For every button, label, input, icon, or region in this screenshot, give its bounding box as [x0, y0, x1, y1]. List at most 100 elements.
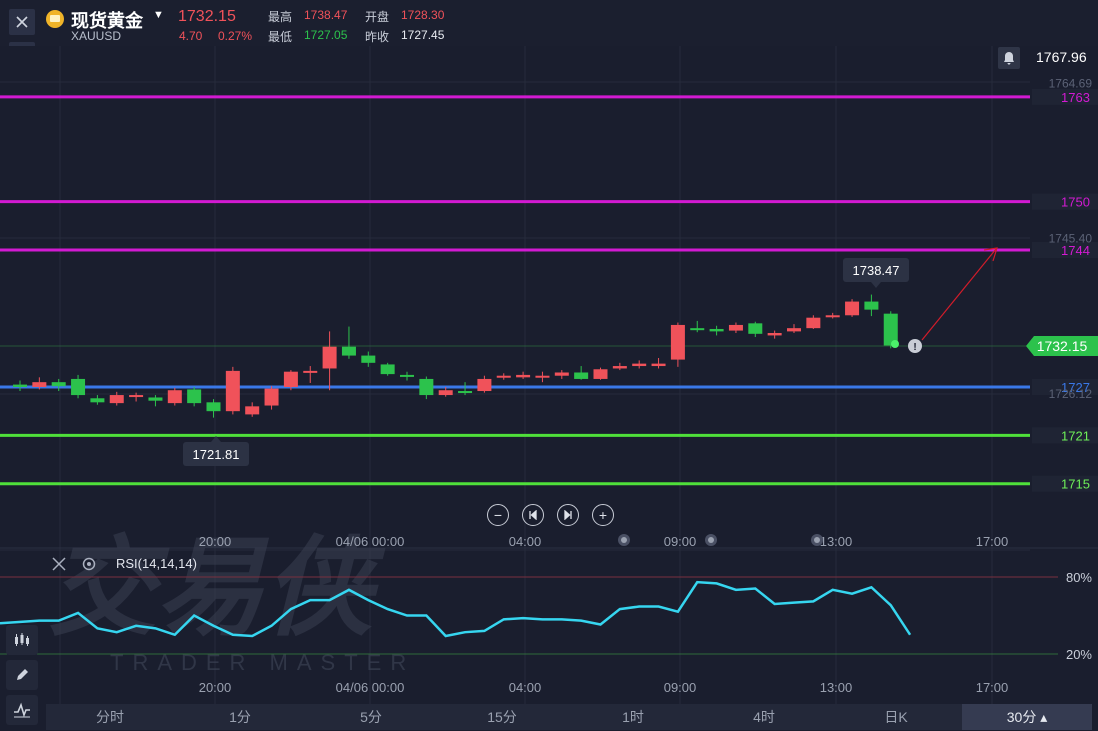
candle-body-14 [283, 371, 298, 387]
event-dot-core-0 [621, 537, 627, 543]
high-marker-text: 1738.47 [853, 263, 900, 278]
level-label-1750: 1750 [1061, 195, 1090, 210]
event-dot-core-2 [814, 537, 820, 543]
candle-body-25 [496, 375, 511, 378]
close-icon[interactable] [9, 9, 35, 35]
event-dot-core-1 [708, 537, 714, 543]
timeframe-30分[interactable]: 30分 ▴ [1006, 709, 1048, 725]
info-icon[interactable] [908, 339, 922, 353]
candle-body-28 [554, 372, 569, 376]
candle-body-29 [574, 372, 589, 379]
time-label-bottom-0: 20:00 [199, 680, 232, 695]
candle-body-38 [748, 323, 763, 334]
trend-arrow-line[interactable] [921, 248, 997, 341]
chevron-down-icon[interactable]: ▼ [153, 9, 164, 21]
rsi-settings-icon-dot [87, 562, 91, 566]
low-value: 1727.05 [304, 28, 348, 42]
scroll-right-button[interactable] [557, 504, 579, 526]
candle-body-0 [13, 384, 27, 387]
candle-body-4 [90, 398, 105, 403]
time-label-top-5: 17:00 [976, 534, 1009, 549]
candle-body-3 [71, 378, 86, 396]
quote-header: 现货黄金 ▼ XAUUSD 1732.15 4.70 0.27% 最高 1738… [0, 0, 1098, 66]
candle-body-16 [322, 346, 337, 369]
candle-body-6 [129, 395, 144, 398]
candle-body-15 [303, 370, 318, 373]
level-label-1744: 1744 [1061, 243, 1090, 258]
candle-body-20 [400, 374, 414, 377]
timeframe-1时[interactable]: 1时 [622, 709, 644, 725]
low-marker-text: 1721.81 [193, 447, 240, 462]
level-label-1715: 1715 [1061, 477, 1090, 492]
rsi-lower-label: 20% [1066, 647, 1092, 662]
low-marker-box [183, 442, 249, 466]
rsi-close-icon[interactable] [52, 557, 66, 571]
candle-body-12 [245, 406, 260, 415]
level-tag-1763 [1032, 88, 1098, 105]
timeframe-5分[interactable]: 5分 [360, 709, 382, 725]
candle-body-17 [341, 346, 356, 356]
candlesticks [13, 294, 898, 418]
candle-body-18 [361, 355, 376, 363]
horizontal-lines[interactable]: 1763 1750 1744 1727 1721 1715 [0, 88, 1098, 492]
price-chart[interactable]: 交易侠 TRADER MASTER 1763175017441727172117… [0, 46, 1098, 706]
bell-icon[interactable] [998, 47, 1020, 69]
candle-body-34 [670, 324, 685, 360]
timeframe-15分[interactable]: 15分 [487, 709, 517, 725]
time-label-bottom-5: 17:00 [976, 680, 1009, 695]
price-axis-label-2: 1726.12 [1049, 387, 1093, 401]
low-label: 最低 [268, 30, 293, 44]
prev-close-label: 昨收 [365, 30, 390, 44]
rsi-upper-label: 80% [1066, 570, 1092, 585]
candle-body-7 [148, 397, 163, 401]
time-label-top-4: 13:00 [820, 534, 853, 549]
candle-body-43 [845, 301, 860, 316]
open-value: 1728.30 [401, 8, 445, 22]
timeframe-4时[interactable]: 4时 [753, 709, 775, 725]
open-label: 开盘 [365, 10, 390, 24]
time-label-bottom-2: 04:00 [509, 680, 542, 695]
time-label-top-2: 04:00 [509, 534, 542, 549]
timeframe-selected-bg [962, 704, 1092, 730]
timeframe-分时[interactable]: 分时 [96, 709, 124, 725]
candle-body-5 [109, 395, 124, 404]
gold-coin-icon [46, 10, 64, 28]
instrument-title[interactable]: 现货黄金 [71, 11, 143, 31]
candle-body-35 [690, 328, 705, 331]
zoom-out-button[interactable]: − [487, 504, 509, 526]
candle-body-40 [787, 328, 801, 332]
pencil-icon[interactable] [6, 660, 38, 690]
candle-body-13 [264, 388, 279, 406]
timeframe-日K[interactable]: 日K [884, 709, 908, 725]
timeframe-1分[interactable]: 1分 [229, 709, 251, 725]
low-marker-pointer [211, 436, 221, 442]
scroll-left-button[interactable] [522, 504, 544, 526]
indicator-icon[interactable] [6, 695, 38, 725]
candle-body-45 [883, 313, 898, 346]
rsi-line [0, 580, 912, 638]
candle-type-icon[interactable] [6, 625, 38, 655]
top-price-text: 1767.96 [1036, 49, 1087, 65]
time-label-top-3: 09:00 [664, 534, 697, 549]
level-tag-1727 [1032, 379, 1098, 395]
candle-body-11 [225, 370, 240, 412]
high-label: 最高 [268, 10, 293, 24]
candle-body-1 [32, 382, 47, 387]
candle-body-9 [187, 389, 202, 404]
zoom-in-button[interactable]: + [592, 504, 614, 526]
candle-body-23 [458, 391, 473, 394]
rsi-label: RSI(14,14,14) [116, 556, 197, 571]
time-label-top-0: 20:00 [199, 534, 232, 549]
axis-labels: 1764.69 1745.40 1726.12 20:00 20:00 04/06 00:… [199, 76, 1093, 695]
time-label-bottom-4: 13:00 [820, 680, 853, 695]
candle-body-10 [206, 402, 221, 412]
candle-body-19 [380, 364, 395, 375]
level-tag-1750 [1032, 193, 1098, 210]
current-price-tag [1026, 336, 1098, 356]
candle-body-24 [477, 378, 492, 392]
candle-body-22 [438, 390, 453, 396]
last-price: 1732.15 [178, 8, 236, 25]
rsi-settings-icon[interactable] [82, 557, 96, 571]
current-price-tag-text: 1732.15 [1037, 338, 1088, 354]
high-marker-box [843, 258, 909, 282]
